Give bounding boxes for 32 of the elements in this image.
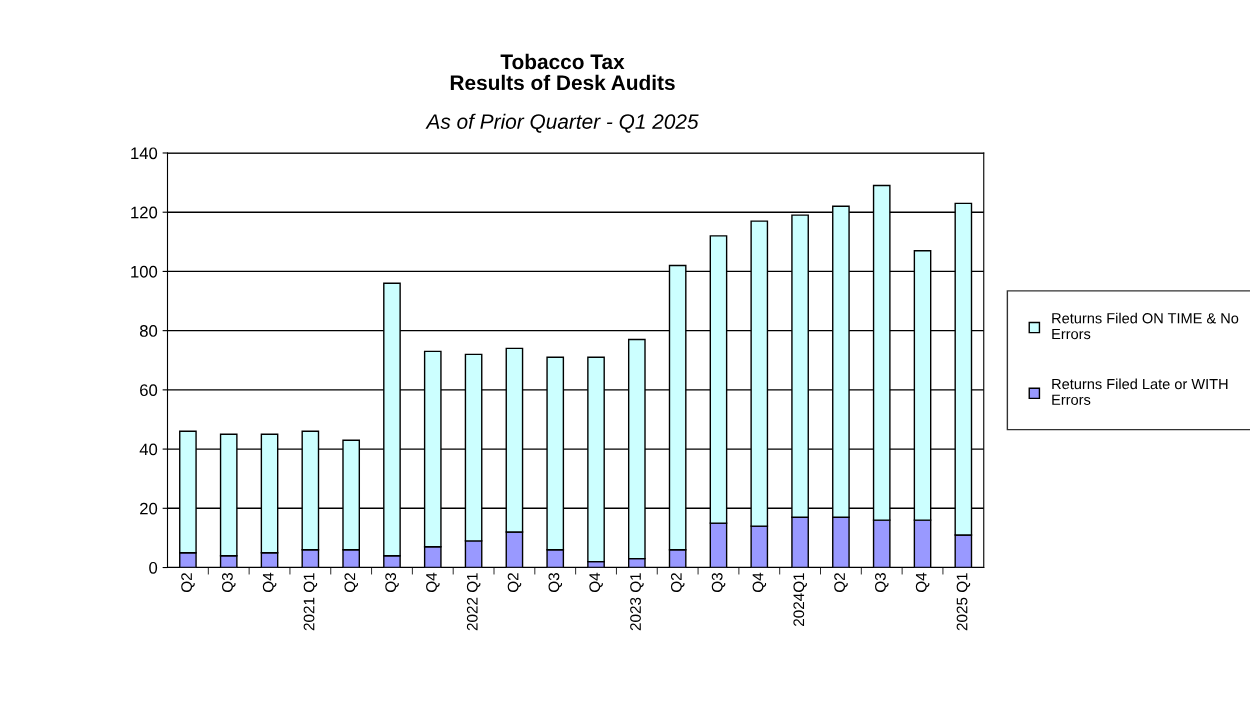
x-tick-label: 2022 Q1 xyxy=(466,573,481,631)
y-tick-label: 0 xyxy=(149,561,158,574)
x-tick-label: Q4 xyxy=(752,572,767,593)
x-tick-label: Q4 xyxy=(915,572,930,593)
y-tick-label: 80 xyxy=(139,325,158,337)
x-tick-label: 2023 Q1 xyxy=(630,573,644,631)
y-tick-label: 40 xyxy=(139,443,158,456)
x-tick-label: Q3 xyxy=(385,573,399,593)
x-tick-label: 2024Q1 xyxy=(793,573,807,626)
x-tick-label: Q4 xyxy=(426,572,440,593)
x-tick-label: Q2 xyxy=(181,573,195,593)
legend-label: Returns Filed ON TIME & No Errors xyxy=(1052,312,1239,340)
x-tick-label: Q2 xyxy=(344,573,358,593)
x-tick-label: 2021 Q1 xyxy=(303,573,318,631)
x-tick-label: Q4 xyxy=(589,572,603,593)
legend-label: Returns Filed Late or WITH Errors xyxy=(1052,378,1228,405)
x-tick-label: Q2 xyxy=(507,573,522,593)
x-tick-label: Q3 xyxy=(548,573,563,593)
x-tick-label: Q3 xyxy=(875,573,889,593)
chart-subtitle: As of Prior Quarter - Q1 2025 xyxy=(425,113,699,133)
y-tick-label: 20 xyxy=(140,502,158,515)
y-tick-label: 100 xyxy=(131,265,158,278)
y-tick-label: 140 xyxy=(131,147,158,160)
y-tick-label: 120 xyxy=(131,206,158,219)
x-tick-label: Q3 xyxy=(222,573,236,593)
x-tick-label: Q2 xyxy=(670,573,685,593)
x-tick-label: Q2 xyxy=(834,573,848,593)
x-tick-label: Q3 xyxy=(711,573,726,593)
chart-title: Tobacco Tax Results of Desk Audits xyxy=(450,53,675,91)
x-tick-label: 2025 Q1 xyxy=(956,573,971,631)
y-tick-label: 60 xyxy=(140,384,158,397)
x-tick-label: Q4 xyxy=(262,572,277,593)
